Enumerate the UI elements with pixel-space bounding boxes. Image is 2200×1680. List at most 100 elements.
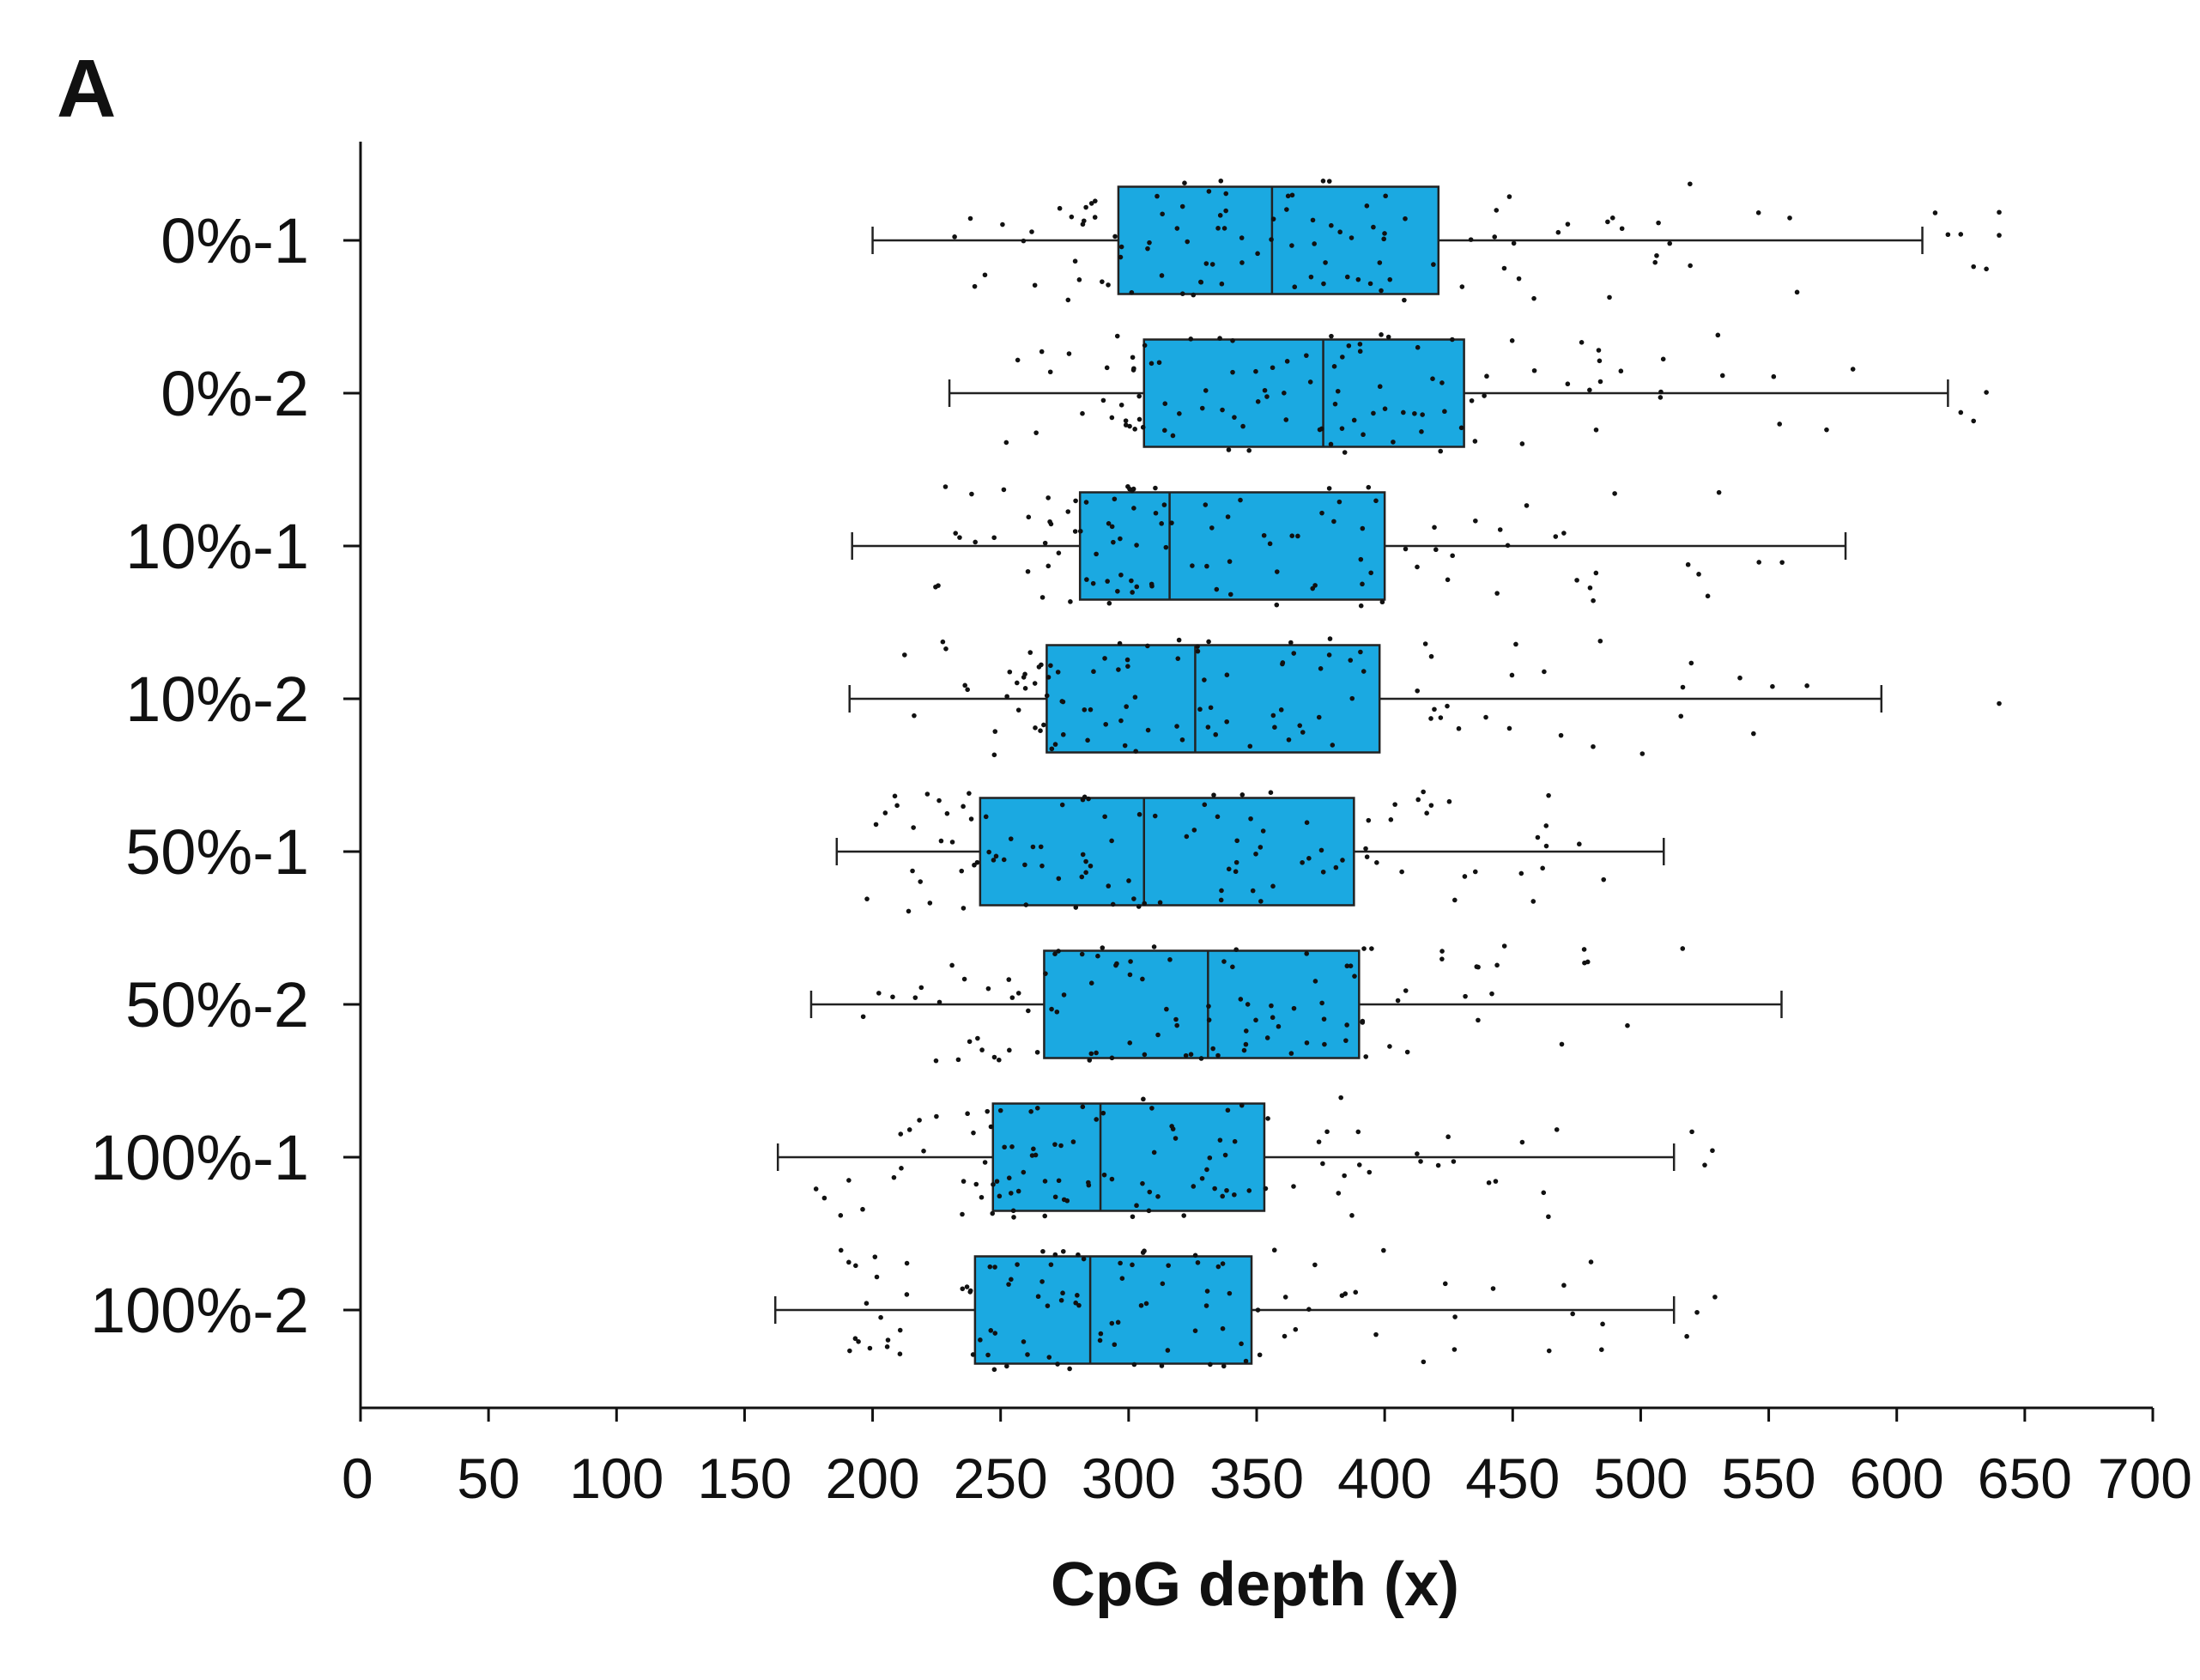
sample-point bbox=[1368, 570, 1373, 576]
sample-point bbox=[1065, 509, 1071, 514]
sample-point bbox=[1238, 997, 1244, 1002]
sample-point bbox=[940, 639, 946, 645]
sample-point bbox=[1392, 802, 1397, 807]
sample-point bbox=[1198, 1056, 1204, 1061]
sample-point bbox=[1043, 971, 1048, 976]
sample-point bbox=[1428, 653, 1434, 659]
sample-point bbox=[961, 976, 967, 982]
sample-point bbox=[1715, 332, 1721, 338]
sample-point bbox=[1208, 1362, 1213, 1368]
sample-point bbox=[1003, 440, 1009, 446]
sample-point bbox=[1430, 376, 1435, 381]
sample-point bbox=[1289, 192, 1295, 198]
sample-point bbox=[1469, 397, 1475, 403]
sample-point bbox=[1169, 520, 1174, 525]
sample-point bbox=[1439, 956, 1445, 961]
sample-point bbox=[860, 1014, 866, 1020]
sample-point bbox=[1585, 959, 1591, 965]
sample-point bbox=[1270, 1015, 1276, 1021]
sample-point bbox=[1132, 427, 1137, 432]
sample-point bbox=[961, 804, 966, 810]
sample-point bbox=[1546, 1348, 1552, 1354]
sample-point bbox=[1009, 995, 1015, 1000]
sample-point bbox=[1118, 402, 1124, 408]
sample-point bbox=[1118, 244, 1124, 250]
sample-point bbox=[1351, 417, 1357, 423]
sample-point bbox=[1073, 905, 1079, 910]
sample-point bbox=[1719, 373, 1725, 379]
sample-point bbox=[1418, 1159, 1423, 1164]
sample-point bbox=[1079, 874, 1085, 880]
sample-point bbox=[1210, 1046, 1215, 1052]
sample-point bbox=[1133, 749, 1138, 754]
sample-point bbox=[968, 816, 974, 822]
outlier-point bbox=[1932, 210, 1938, 215]
sample-point bbox=[821, 1195, 827, 1201]
sample-point bbox=[1270, 365, 1276, 371]
sample-point bbox=[1106, 282, 1111, 288]
sample-point bbox=[1124, 704, 1129, 709]
sample-point bbox=[1456, 725, 1462, 731]
sample-point bbox=[847, 1348, 852, 1354]
sample-point bbox=[1149, 1106, 1155, 1111]
sample-point bbox=[1080, 221, 1086, 227]
sample-point bbox=[1136, 811, 1142, 817]
sample-point bbox=[1388, 817, 1394, 822]
sample-point bbox=[1307, 379, 1313, 385]
sample-point bbox=[1274, 602, 1280, 608]
sample-point bbox=[1125, 664, 1130, 669]
sample-point bbox=[1329, 333, 1334, 339]
sample-point bbox=[1080, 852, 1086, 858]
sample-point bbox=[1272, 725, 1277, 730]
sample-point bbox=[1227, 559, 1233, 564]
sample-point bbox=[1255, 251, 1260, 257]
sample-point bbox=[1015, 1188, 1021, 1194]
sample-point bbox=[1239, 235, 1245, 240]
sample-point bbox=[1109, 1176, 1115, 1182]
sample-point bbox=[1123, 418, 1129, 423]
sample-point bbox=[1088, 1051, 1094, 1057]
sample-point bbox=[960, 1286, 966, 1292]
sample-point bbox=[1292, 284, 1298, 290]
sample-point bbox=[1102, 814, 1107, 820]
sample-point bbox=[997, 1107, 1003, 1113]
sample-point bbox=[1419, 429, 1424, 434]
sample-point bbox=[1059, 699, 1065, 704]
sample-point bbox=[1364, 203, 1370, 209]
sample-point bbox=[1264, 1035, 1270, 1040]
outlier-point bbox=[1710, 1148, 1715, 1154]
sample-point bbox=[1174, 724, 1179, 729]
sample-point bbox=[1112, 1342, 1118, 1348]
sample-point bbox=[1039, 349, 1045, 355]
sample-point bbox=[1015, 991, 1021, 996]
sample-point bbox=[936, 999, 942, 1005]
sample-point bbox=[979, 1047, 985, 1052]
sample-point bbox=[1246, 447, 1252, 453]
sample-point bbox=[1619, 226, 1625, 232]
sample-point bbox=[1412, 410, 1417, 416]
sample-point bbox=[1688, 181, 1693, 187]
sample-point bbox=[1123, 422, 1129, 428]
sample-point bbox=[1755, 210, 1761, 215]
sample-point bbox=[1209, 525, 1215, 531]
sample-point bbox=[967, 215, 973, 221]
sample-point bbox=[1685, 561, 1691, 567]
sample-point bbox=[1014, 680, 1020, 686]
sample-point bbox=[1559, 1041, 1565, 1047]
sample-point bbox=[1445, 1134, 1451, 1140]
sample-point bbox=[1173, 1136, 1179, 1141]
sample-point bbox=[934, 1113, 939, 1119]
sample-point bbox=[1042, 1213, 1048, 1219]
sample-point bbox=[1232, 415, 1237, 420]
sample-point bbox=[1042, 540, 1048, 546]
sample-point bbox=[1458, 425, 1464, 431]
sample-point bbox=[1293, 1326, 1299, 1332]
sample-point bbox=[1501, 943, 1507, 949]
sample-point bbox=[1433, 547, 1439, 553]
sample-point bbox=[1339, 426, 1345, 431]
sample-point bbox=[986, 849, 991, 855]
sample-point bbox=[1599, 1347, 1604, 1352]
x-tick-label: 150 bbox=[697, 1446, 791, 1510]
sample-point bbox=[1322, 1041, 1327, 1047]
sample-point bbox=[1269, 237, 1274, 242]
